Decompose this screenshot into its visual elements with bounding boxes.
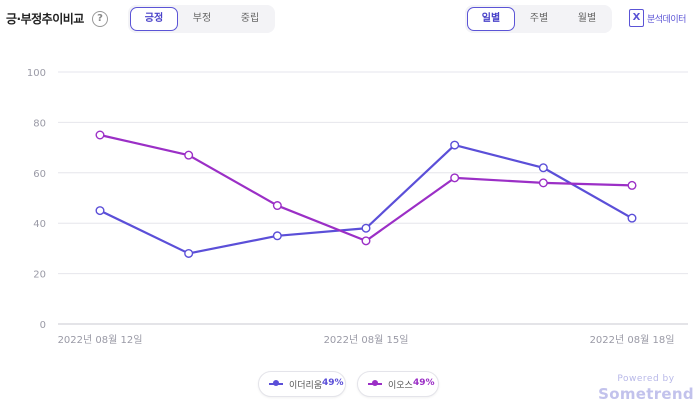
data-point[interactable]	[627, 213, 637, 223]
series-lines	[95, 130, 637, 258]
y-tick-label: 80	[33, 118, 46, 129]
legend-value: 49%	[413, 378, 435, 388]
tab-neutral[interactable]: 중립	[240, 13, 260, 24]
y-tick-label: 20	[33, 270, 46, 281]
excel-icon: X	[629, 9, 644, 27]
y-axis: 0 20 40 60 80 100	[27, 68, 46, 331]
data-point[interactable]	[627, 180, 637, 190]
brand-logo: Powered by Sometrend	[598, 374, 694, 403]
tab-negative[interactable]: 부정	[192, 13, 212, 24]
x-tick-label: 2022년 08월 15일	[324, 334, 409, 346]
legend-item-eos[interactable]: 이오스 49%	[357, 371, 439, 397]
data-point[interactable]	[450, 140, 460, 150]
tab-monthly[interactable]: 월별	[577, 13, 597, 24]
period-tab-group: 일별 주별 월별	[465, 5, 612, 33]
data-point[interactable]	[361, 223, 371, 233]
brand-name: Sometrend	[598, 385, 694, 403]
legend-item-ethereum[interactable]: 이더리움 49%	[258, 371, 346, 397]
data-point[interactable]	[184, 248, 194, 258]
data-point[interactable]	[450, 173, 460, 183]
tab-positive[interactable]: 긍정	[130, 7, 178, 31]
data-point[interactable]	[538, 178, 548, 188]
y-tick-label: 100	[27, 68, 46, 79]
data-point[interactable]	[184, 150, 194, 160]
y-tick-label: 60	[33, 169, 46, 180]
chart-header: 긍·부정추이비교 ? 긍정 부정 중립 일별 주별 월별 X 분석데이터	[0, 0, 700, 40]
export-data-label: 분석데이터	[647, 15, 686, 25]
legend-dot	[372, 380, 378, 386]
grid-lines	[58, 71, 688, 325]
data-point[interactable]	[95, 206, 105, 216]
tab-weekly[interactable]: 주별	[529, 13, 549, 24]
y-tick-label: 0	[40, 320, 46, 331]
x-axis: 2022년 08월 12일 2022년 08월 15일 2022년 08월 18일	[58, 334, 675, 346]
x-tick-label: 2022년 08월 18일	[590, 334, 675, 346]
legend-dot	[273, 380, 279, 386]
sentiment-tab-group: 긍정 부정 중립	[128, 5, 275, 33]
legend-label: 이더리움	[289, 381, 323, 391]
x-tick-label: 2022년 08월 12일	[58, 334, 143, 346]
brand-powered-text: Powered by	[617, 374, 675, 384]
data-point[interactable]	[95, 130, 105, 140]
legend-value: 49%	[322, 378, 344, 388]
data-point[interactable]	[272, 231, 282, 241]
data-point[interactable]	[272, 201, 282, 211]
help-icon[interactable]: ?	[92, 11, 108, 27]
chart-title: 긍·부정추이비교	[6, 12, 84, 26]
legend-label: 이오스	[388, 381, 413, 391]
tab-daily[interactable]: 일별	[467, 7, 515, 31]
data-point[interactable]	[361, 236, 371, 246]
data-point[interactable]	[538, 163, 548, 173]
y-tick-label: 40	[33, 219, 46, 230]
